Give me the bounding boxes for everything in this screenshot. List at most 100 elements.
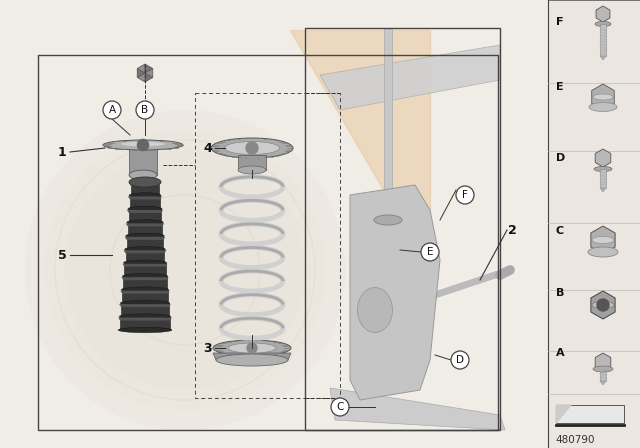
Polygon shape — [118, 318, 172, 321]
Text: A: A — [108, 105, 116, 115]
Polygon shape — [556, 405, 624, 423]
Ellipse shape — [592, 302, 614, 309]
Polygon shape — [145, 69, 153, 78]
Ellipse shape — [125, 246, 165, 252]
Bar — [195, 93, 340, 398]
Polygon shape — [125, 237, 165, 240]
Bar — [38, 55, 498, 430]
Ellipse shape — [589, 103, 617, 112]
Circle shape — [247, 343, 257, 353]
Circle shape — [25, 110, 345, 430]
Polygon shape — [137, 64, 145, 73]
Polygon shape — [600, 369, 606, 381]
Ellipse shape — [593, 94, 613, 100]
Polygon shape — [595, 353, 611, 371]
Circle shape — [138, 139, 148, 151]
Circle shape — [45, 130, 325, 410]
Ellipse shape — [122, 287, 168, 293]
Text: D: D — [456, 355, 464, 365]
Polygon shape — [330, 388, 505, 430]
Polygon shape — [124, 263, 166, 276]
Ellipse shape — [124, 260, 166, 265]
Ellipse shape — [225, 142, 280, 155]
Ellipse shape — [358, 288, 392, 332]
Polygon shape — [122, 264, 168, 267]
Circle shape — [103, 101, 121, 119]
Ellipse shape — [595, 22, 611, 26]
Circle shape — [597, 299, 609, 311]
Ellipse shape — [213, 340, 291, 356]
Polygon shape — [127, 210, 163, 213]
Polygon shape — [290, 30, 430, 270]
Bar — [305, 28, 500, 430]
Ellipse shape — [374, 215, 402, 225]
Polygon shape — [592, 84, 614, 110]
Text: D: D — [556, 153, 565, 163]
Polygon shape — [127, 236, 163, 249]
Ellipse shape — [118, 327, 172, 333]
Text: 480790: 480790 — [556, 435, 595, 445]
Polygon shape — [128, 197, 162, 199]
Polygon shape — [238, 155, 266, 170]
Polygon shape — [122, 290, 168, 303]
Polygon shape — [122, 277, 168, 280]
Text: B: B — [141, 105, 148, 115]
Text: 4: 4 — [204, 142, 212, 155]
Polygon shape — [600, 169, 606, 188]
Text: 2: 2 — [508, 224, 516, 237]
Polygon shape — [137, 73, 145, 82]
Polygon shape — [600, 188, 606, 192]
Ellipse shape — [129, 193, 161, 198]
Text: 5: 5 — [58, 249, 67, 262]
Bar — [548, 0, 640, 448]
Polygon shape — [121, 303, 169, 317]
Text: F: F — [556, 17, 563, 27]
Ellipse shape — [103, 140, 183, 150]
Circle shape — [65, 150, 305, 390]
Ellipse shape — [588, 247, 618, 257]
Polygon shape — [129, 183, 161, 186]
Polygon shape — [129, 209, 161, 222]
Ellipse shape — [120, 301, 170, 306]
Ellipse shape — [228, 343, 276, 353]
Ellipse shape — [125, 233, 164, 238]
Circle shape — [421, 243, 439, 261]
Polygon shape — [124, 276, 166, 290]
Text: B: B — [556, 288, 564, 298]
Polygon shape — [213, 353, 291, 360]
Polygon shape — [600, 24, 606, 56]
Polygon shape — [600, 381, 606, 385]
Polygon shape — [591, 226, 615, 254]
Text: E: E — [427, 247, 433, 257]
Ellipse shape — [128, 206, 162, 211]
Polygon shape — [600, 56, 606, 60]
Circle shape — [456, 186, 474, 204]
Ellipse shape — [216, 354, 288, 366]
Polygon shape — [137, 69, 145, 78]
Polygon shape — [119, 304, 171, 307]
Polygon shape — [129, 147, 157, 175]
Polygon shape — [131, 182, 159, 195]
Text: E: E — [556, 82, 564, 92]
Ellipse shape — [592, 237, 614, 244]
Polygon shape — [125, 249, 164, 263]
Text: A: A — [556, 348, 564, 358]
Text: 3: 3 — [204, 341, 212, 354]
Text: C: C — [336, 402, 344, 412]
Text: 1: 1 — [58, 146, 67, 159]
Ellipse shape — [129, 170, 157, 180]
Circle shape — [451, 351, 469, 369]
Ellipse shape — [594, 167, 612, 172]
Circle shape — [246, 142, 258, 154]
Polygon shape — [596, 6, 610, 22]
Polygon shape — [145, 73, 153, 82]
Polygon shape — [378, 220, 398, 390]
Polygon shape — [120, 291, 170, 293]
Polygon shape — [124, 250, 166, 253]
Polygon shape — [350, 185, 440, 400]
Ellipse shape — [127, 220, 163, 225]
Polygon shape — [556, 405, 571, 423]
Text: C: C — [556, 226, 564, 236]
Polygon shape — [145, 64, 153, 73]
Polygon shape — [120, 317, 170, 330]
